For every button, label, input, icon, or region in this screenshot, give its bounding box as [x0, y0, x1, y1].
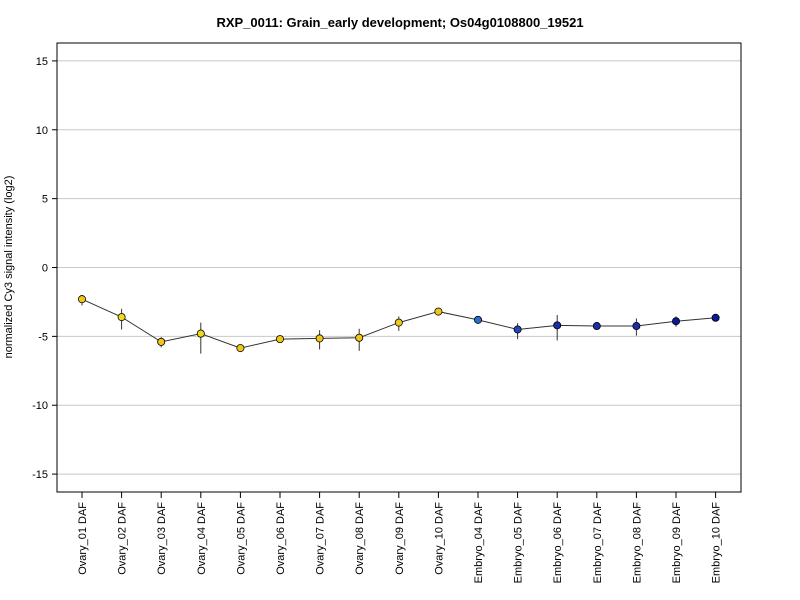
data-point [275, 335, 284, 344]
plot-area [78, 295, 720, 354]
y-tick-label: 0 [42, 263, 48, 275]
x-tick-label: Embryo_05 DAF [513, 502, 525, 584]
data-point [157, 337, 166, 346]
data-point [473, 315, 482, 324]
data-point [672, 317, 681, 326]
data-point [434, 307, 443, 316]
y-tick-label: -5 [38, 331, 48, 343]
data-point [394, 318, 403, 327]
x-tick-label: Ovary_08 DAF [354, 502, 366, 575]
x-tick-label: Ovary_03 DAF [156, 502, 168, 575]
data-point [196, 329, 205, 338]
x-tick-label: Embryo_10 DAF [711, 502, 723, 584]
data-point [553, 321, 562, 330]
y-axis: 15 10 5 0 -5 -10 -15 [32, 56, 57, 481]
x-tick-label: Ovary_07 DAF [315, 502, 327, 575]
x-tick-label: Ovary_02 DAF [117, 502, 129, 575]
x-tick-label: Ovary_09 DAF [394, 502, 406, 575]
y-tick-label: -10 [32, 400, 48, 412]
x-tick-label: Ovary_06 DAF [275, 502, 287, 575]
data-point [78, 295, 87, 304]
x-axis: Ovary_01 DAF Ovary_02 DAF Ovary_03 DAF Ovar… [77, 492, 723, 583]
data-point [315, 334, 324, 343]
y-tick-label: 15 [36, 56, 48, 68]
x-tick-label: Embryo_07 DAF [592, 502, 604, 584]
x-tick-label: Ovary_05 DAF [235, 502, 247, 575]
data-point [355, 333, 364, 342]
data-point [236, 344, 245, 353]
x-tick-label: Embryo_04 DAF [473, 502, 485, 584]
y-axis-label: normalized Cy3 signal intensity (log2) [3, 176, 15, 359]
chart-title: RXP_0011: Grain_early development; Os04g… [216, 15, 583, 30]
plot-frame [56, 42, 742, 493]
data-point [592, 322, 601, 331]
x-tick-label: Ovary_04 DAF [196, 502, 208, 575]
x-tick-label: Embryo_08 DAF [631, 502, 643, 584]
data-point [117, 313, 126, 322]
y-tick-label: 5 [42, 194, 48, 206]
grid [57, 60, 741, 475]
x-tick-label: Ovary_10 DAF [433, 502, 445, 575]
data-point [513, 325, 522, 334]
y-tick-label: -15 [32, 469, 48, 481]
data-point [711, 313, 720, 322]
y-tick-label: 10 [36, 125, 48, 137]
x-tick-label: Embryo_06 DAF [552, 502, 564, 584]
x-tick-label: Embryo_09 DAF [671, 502, 683, 584]
x-tick-label: Ovary_01 DAF [77, 502, 89, 575]
data-point [632, 322, 641, 331]
